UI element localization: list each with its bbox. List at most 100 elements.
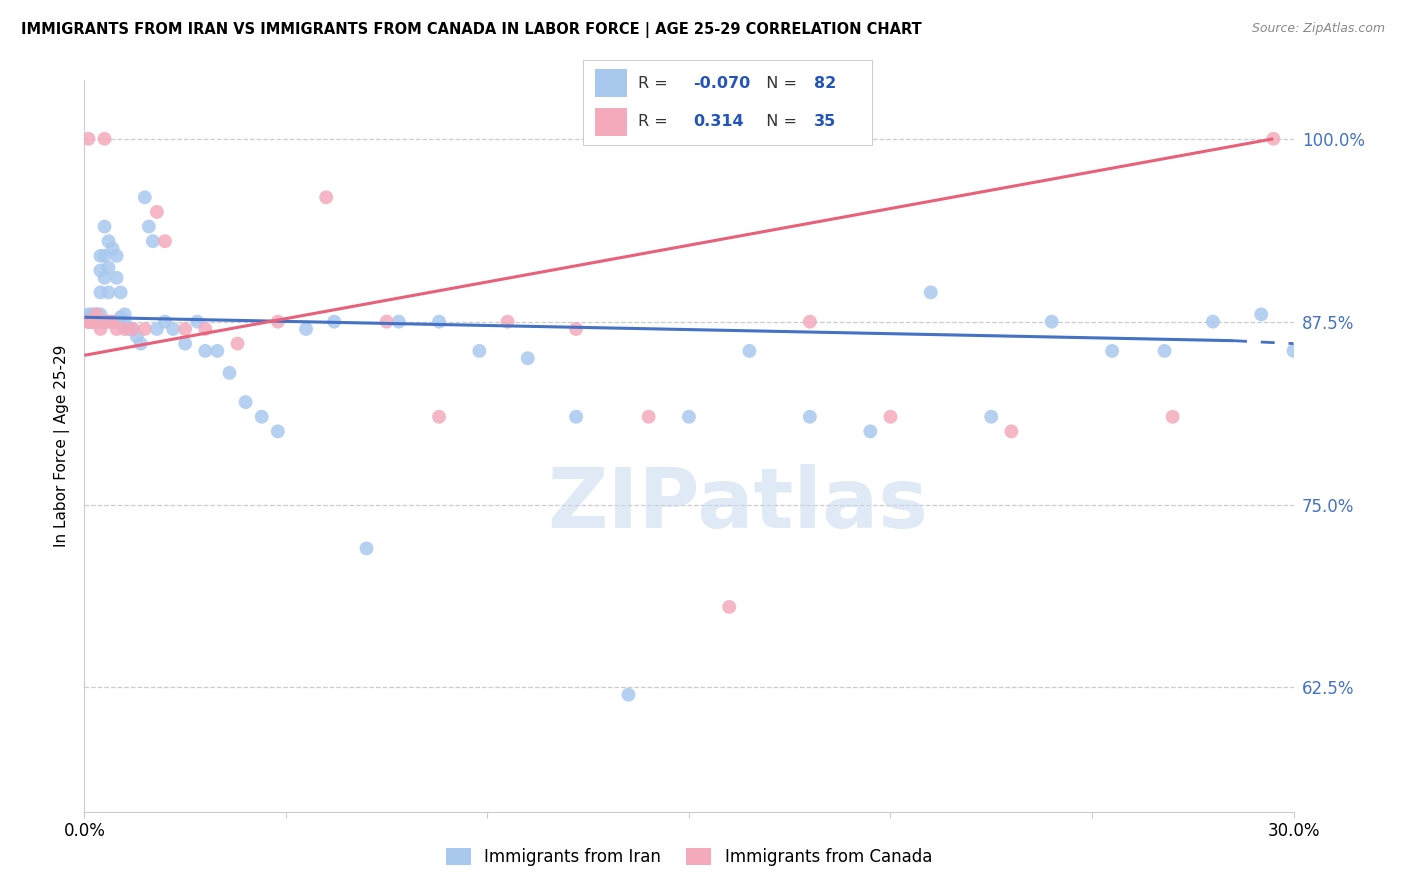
Point [859,425,882,439]
Point [77,315,100,329]
Point [89,263,111,277]
Point [250,409,273,424]
Point [134,322,156,336]
Point [118,322,141,336]
Point [86,315,108,329]
Point [565,409,588,424]
Point [799,409,821,424]
Point [93,315,115,329]
Point [1250,307,1272,321]
Point [146,322,169,336]
Point [105,322,128,336]
Point [89,315,111,329]
Point [1153,343,1175,358]
Point [101,242,124,256]
Point [226,336,249,351]
Point [77,315,100,329]
Point [89,322,111,336]
Point [89,315,111,329]
Point [138,219,160,234]
Point [267,425,290,439]
Text: -0.070: -0.070 [693,76,751,91]
Point [153,315,176,329]
Point [93,315,115,329]
Point [375,315,398,329]
Point [101,315,124,329]
Point [86,310,108,325]
Text: N =: N = [756,113,803,128]
Point [77,315,100,329]
Point [105,270,128,285]
Point [186,315,208,329]
Point [105,315,128,329]
Point [323,315,346,329]
Point [1282,343,1305,358]
Point [114,322,136,336]
Point [129,336,152,351]
Point [110,285,132,300]
Text: ZIPatlas: ZIPatlas [547,464,928,545]
Point [77,132,100,146]
Point [97,315,120,329]
Point [89,307,111,321]
Y-axis label: In Labor Force | Age 25-29: In Labor Force | Age 25-29 [55,345,70,547]
Text: IMMIGRANTS FROM IRAN VS IMMIGRANTS FROM CANADA IN LABOR FORCE | AGE 25-29 CORREL: IMMIGRANTS FROM IRAN VS IMMIGRANTS FROM … [21,22,922,38]
Point [617,688,640,702]
Point [77,315,100,329]
Point [295,322,318,336]
Point [77,315,100,329]
Point [356,541,378,556]
Point [101,315,124,329]
Text: Source: ZipAtlas.com: Source: ZipAtlas.com [1251,22,1385,36]
Point [678,409,700,424]
Point [920,285,942,300]
Point [879,409,901,424]
Point [637,409,659,424]
Point [82,315,104,329]
Point [235,395,257,409]
Point [980,409,1002,424]
Point [1302,315,1324,329]
Point [388,315,411,329]
Point [218,366,240,380]
Point [121,322,143,336]
Point [86,307,108,321]
Point [194,322,217,336]
Point [174,336,197,351]
Point [207,343,229,358]
Point [97,285,120,300]
Point [82,315,104,329]
Point [1161,409,1184,424]
Point [97,260,120,275]
Point [738,343,761,358]
Point [93,132,115,146]
Point [82,313,104,327]
Text: 0.314: 0.314 [693,113,744,128]
Point [97,234,120,248]
Point [114,315,136,329]
Point [718,599,741,614]
Point [82,315,104,329]
Text: N =: N = [756,76,803,91]
Point [146,205,169,219]
Point [427,409,450,424]
Text: R =: R = [638,113,673,128]
Point [1202,315,1225,329]
Point [565,322,588,336]
Point [142,234,165,248]
Point [93,219,115,234]
Point [86,313,108,327]
Point [82,307,104,321]
Point [125,329,148,343]
Point [77,310,100,325]
Point [89,249,111,263]
Point [86,315,108,329]
Text: R =: R = [638,76,673,91]
Point [153,234,176,248]
Point [194,343,217,358]
Point [267,315,290,329]
Point [1101,343,1123,358]
Legend: Immigrants from Iran, Immigrants from Canada: Immigrants from Iran, Immigrants from Ca… [439,841,939,873]
Point [93,270,115,285]
Point [121,322,143,336]
